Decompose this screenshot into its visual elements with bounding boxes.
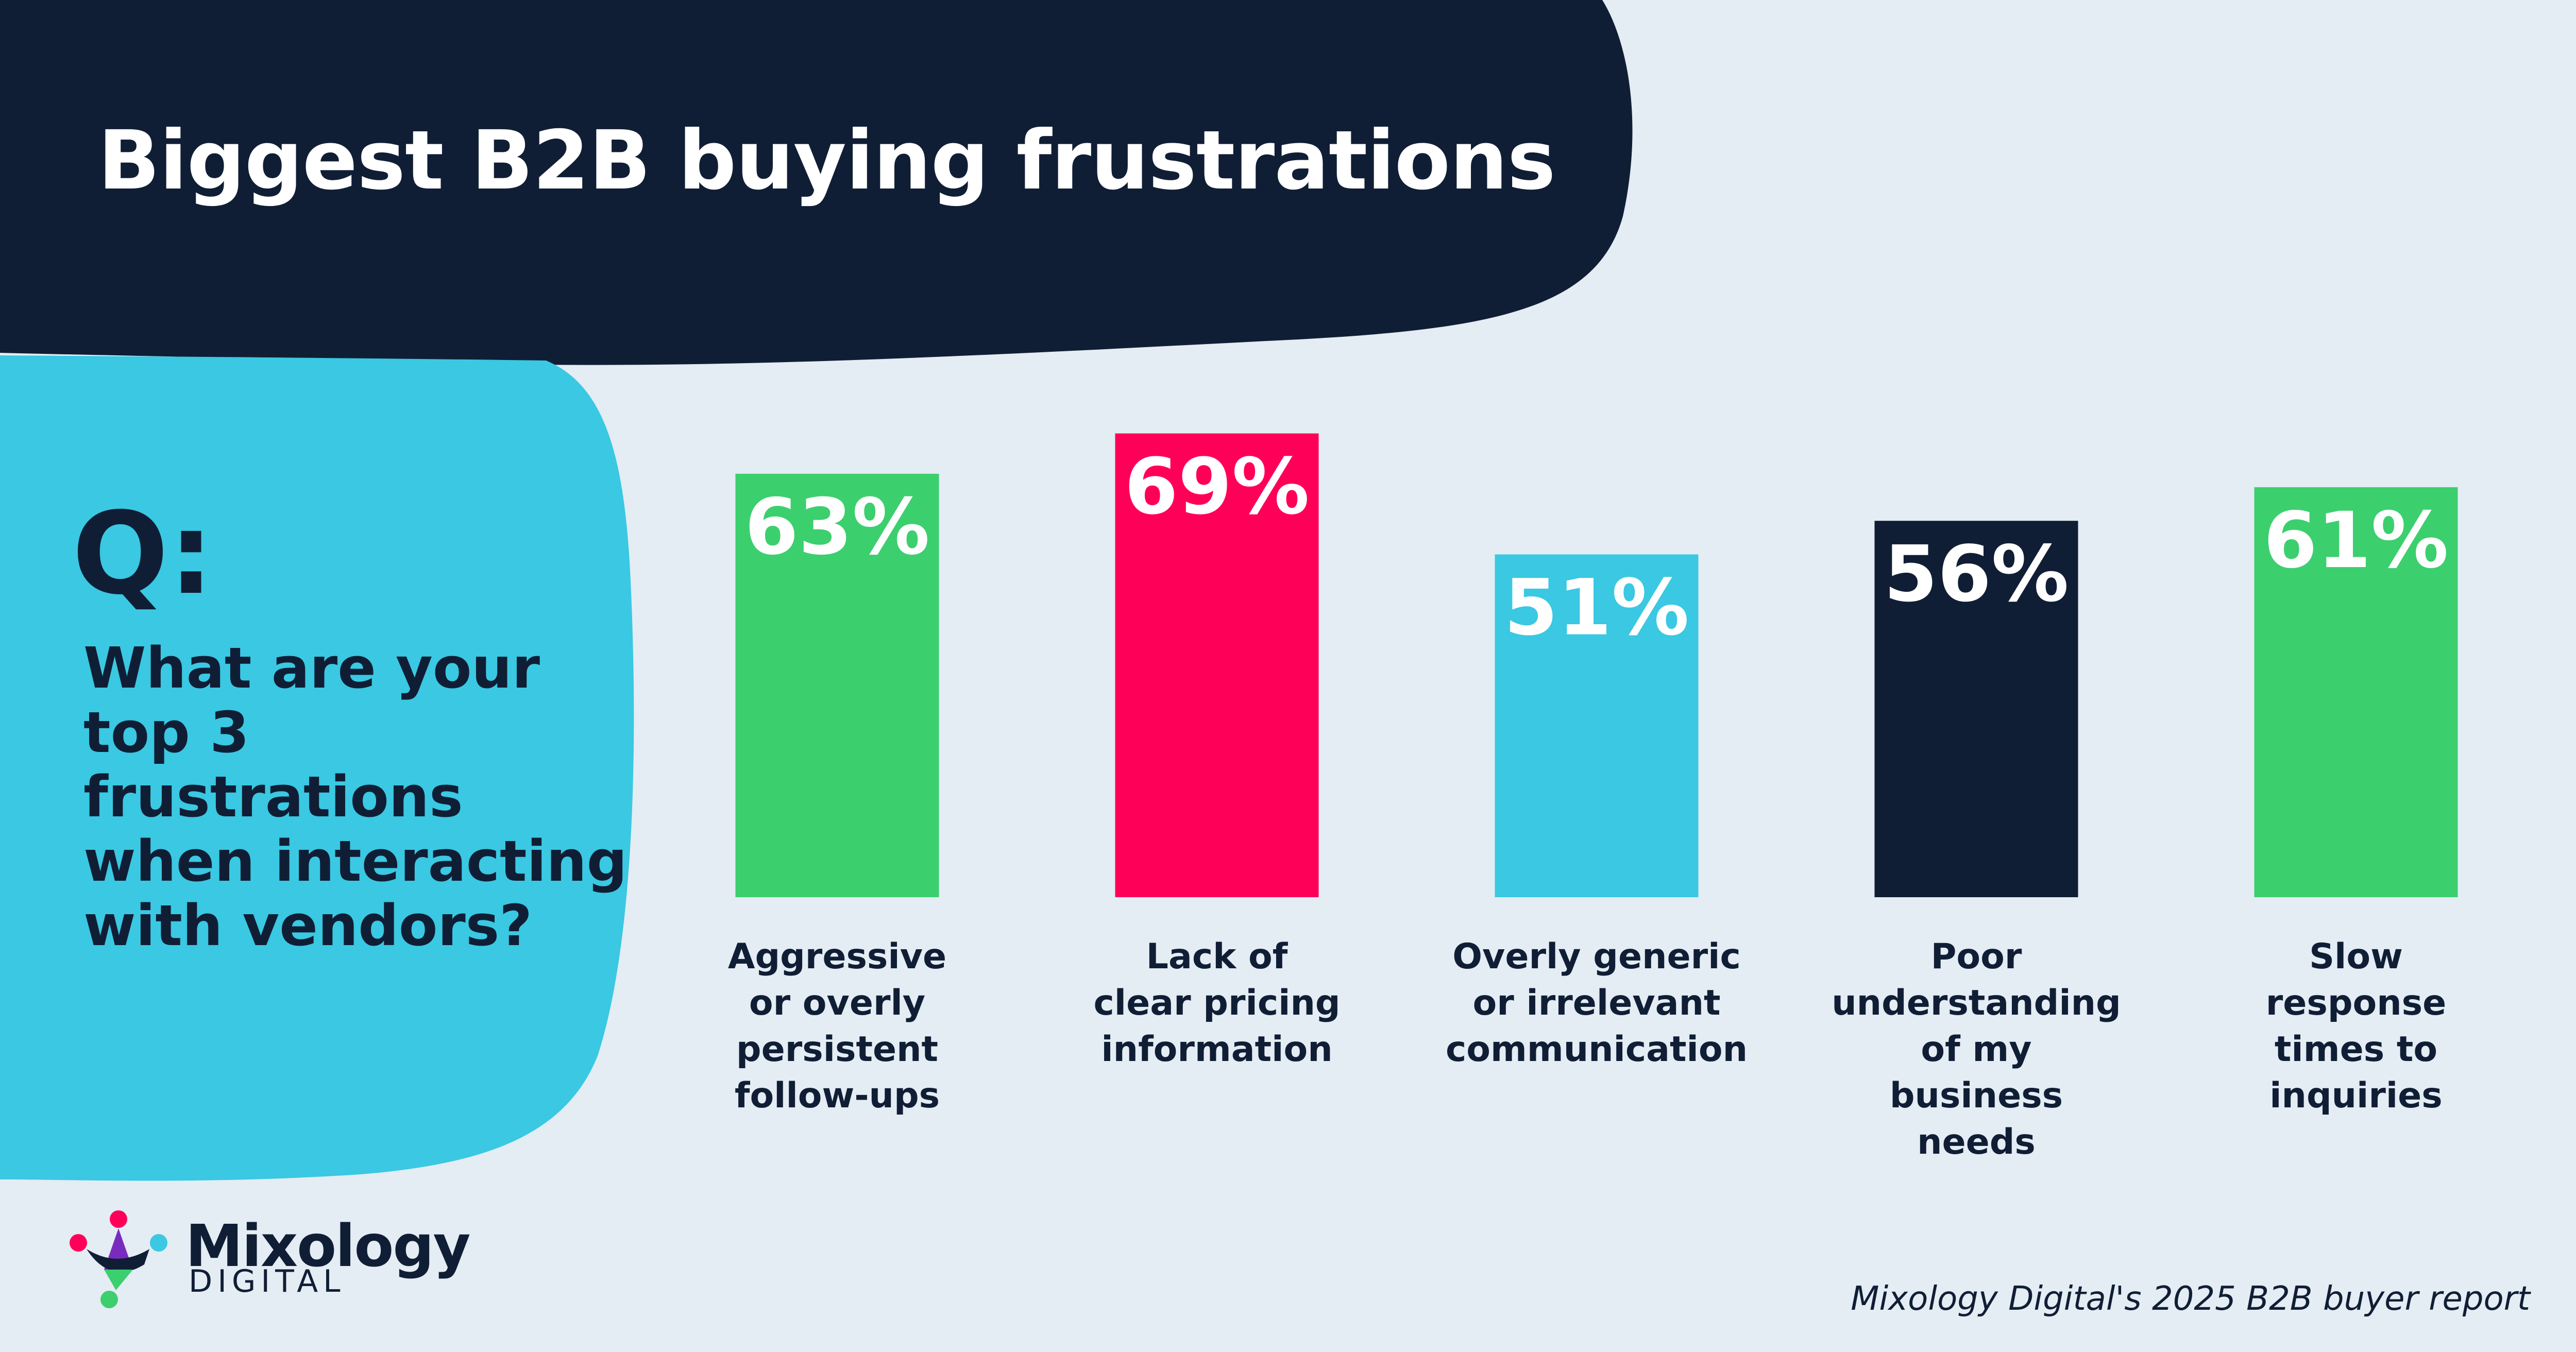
brand-logo: Mixology DIGITAL — [67, 1203, 471, 1308]
category-label-line: response — [2266, 983, 2447, 1023]
bar-value-label-5: 61% — [2263, 496, 2448, 586]
bar-3 — [1495, 554, 1699, 897]
category-label-line: business — [1890, 1075, 2063, 1116]
bar-value-label-2: 69% — [1124, 442, 1309, 532]
question-panel-shape — [0, 355, 634, 1181]
category-label-line: persistent — [736, 1029, 938, 1070]
category-label-line: Aggressive — [728, 936, 946, 977]
category-label-4: Poor understanding of my business needs — [1832, 936, 2121, 1162]
bar-4 — [1874, 521, 2078, 897]
category-label-line: follow-ups — [735, 1075, 940, 1116]
mixology-logo-icon — [70, 1210, 167, 1308]
category-label-line: Slow — [2309, 936, 2403, 977]
bar-2 — [1115, 433, 1319, 897]
bar-1 — [735, 473, 939, 897]
category-label-line: or irrelevant — [1473, 983, 1721, 1023]
bar-value-label-1: 63% — [744, 483, 929, 572]
bar-5 — [2254, 487, 2458, 897]
category-label-line: or overly — [749, 983, 925, 1023]
category-label-line: information — [1101, 1029, 1332, 1070]
category-label-line: Overly generic — [1452, 936, 1741, 977]
category-label-5: Slow response times to inquiries — [2266, 936, 2447, 1116]
category-label-line: inquiries — [2269, 1075, 2443, 1116]
category-label-line: of my — [1921, 1029, 2031, 1070]
question-mark-label: Q: — [72, 488, 214, 620]
bar-value-label-3: 51% — [1504, 563, 1689, 653]
category-label-line: Lack of — [1146, 936, 1289, 977]
category-label-1: Aggressive or overly persistent follow-ups — [728, 936, 946, 1116]
category-label-line: communication — [1446, 1029, 1748, 1070]
category-label-line: Poor — [1931, 936, 2022, 977]
category-label-line: understanding — [1832, 983, 2121, 1023]
category-label-3: Overly generic or irrelevant communication — [1446, 936, 1748, 1070]
source-footnote: Mixology Digital's 2025 B2B buyer report — [1851, 1280, 2530, 1318]
brand-name: Mixology — [185, 1213, 471, 1280]
brand-subtitle: DIGITAL — [189, 1263, 346, 1299]
question-text: What are your top 3 frustrations when in… — [83, 635, 628, 959]
category-label-line: clear pricing — [1093, 983, 1340, 1023]
page-title: Biggest B2B buying frustrations — [98, 113, 1556, 208]
bar-value-label-4: 56% — [1884, 529, 2069, 619]
category-label-line: needs — [1917, 1122, 2036, 1162]
category-label-line: times to — [2275, 1029, 2437, 1070]
title-banner-shape — [0, 0, 1633, 365]
category-label-2: Lack of clear pricing information — [1093, 936, 1340, 1070]
